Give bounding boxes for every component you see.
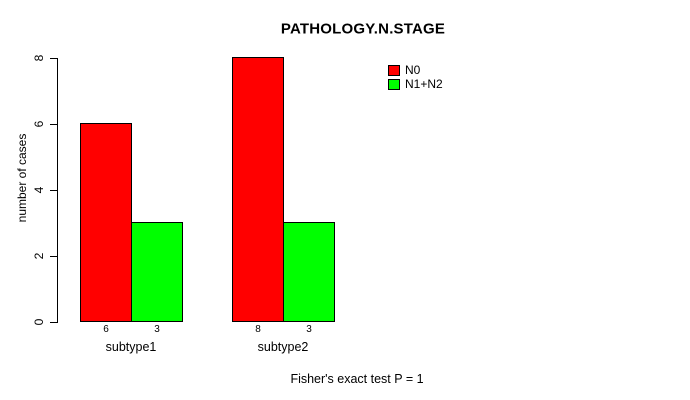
bar-subtype1-n1n2 xyxy=(131,222,183,322)
y-axis-tick-label: 0 xyxy=(32,318,46,326)
y-axis-tick xyxy=(50,190,57,191)
chart-title: PATHOLOGY.N.STAGE xyxy=(280,20,446,38)
legend: N0 N1+N2 xyxy=(388,63,443,91)
bar-count-label: 3 xyxy=(306,324,312,335)
bar-count-label: 8 xyxy=(255,324,261,335)
legend-swatch-n1n2 xyxy=(388,78,400,90)
stat-test-annotation: Fisher's exact test P = 1 xyxy=(290,372,424,386)
y-axis-tick-label: 8 xyxy=(32,54,46,62)
y-axis-tick xyxy=(50,322,57,323)
legend-swatch-n0 xyxy=(388,64,400,76)
legend-entry-n0: N0 xyxy=(388,63,443,77)
y-axis-tick xyxy=(50,256,57,257)
bar-subtype1-n0 xyxy=(80,123,132,322)
y-axis-tick-label: 6 xyxy=(32,120,46,128)
legend-label: N0 xyxy=(405,63,421,77)
bar-count-label: 6 xyxy=(103,324,109,335)
y-axis-label: number of cases xyxy=(15,133,29,223)
y-axis-line xyxy=(57,58,58,323)
bar-subtype2-n1n2 xyxy=(283,222,335,322)
y-axis-tick xyxy=(50,124,57,125)
legend-label: N1+N2 xyxy=(405,77,443,91)
bar-count-label: 3 xyxy=(154,324,160,335)
x-category-label: subtype2 xyxy=(257,340,309,354)
bar-subtype2-n0 xyxy=(232,57,284,322)
y-axis-tick-label: 4 xyxy=(32,186,46,194)
y-axis-tick-label: 2 xyxy=(32,252,46,260)
legend-entry-n1n2: N1+N2 xyxy=(388,77,443,91)
x-category-label: subtype1 xyxy=(105,340,157,354)
y-axis-tick xyxy=(50,58,57,59)
